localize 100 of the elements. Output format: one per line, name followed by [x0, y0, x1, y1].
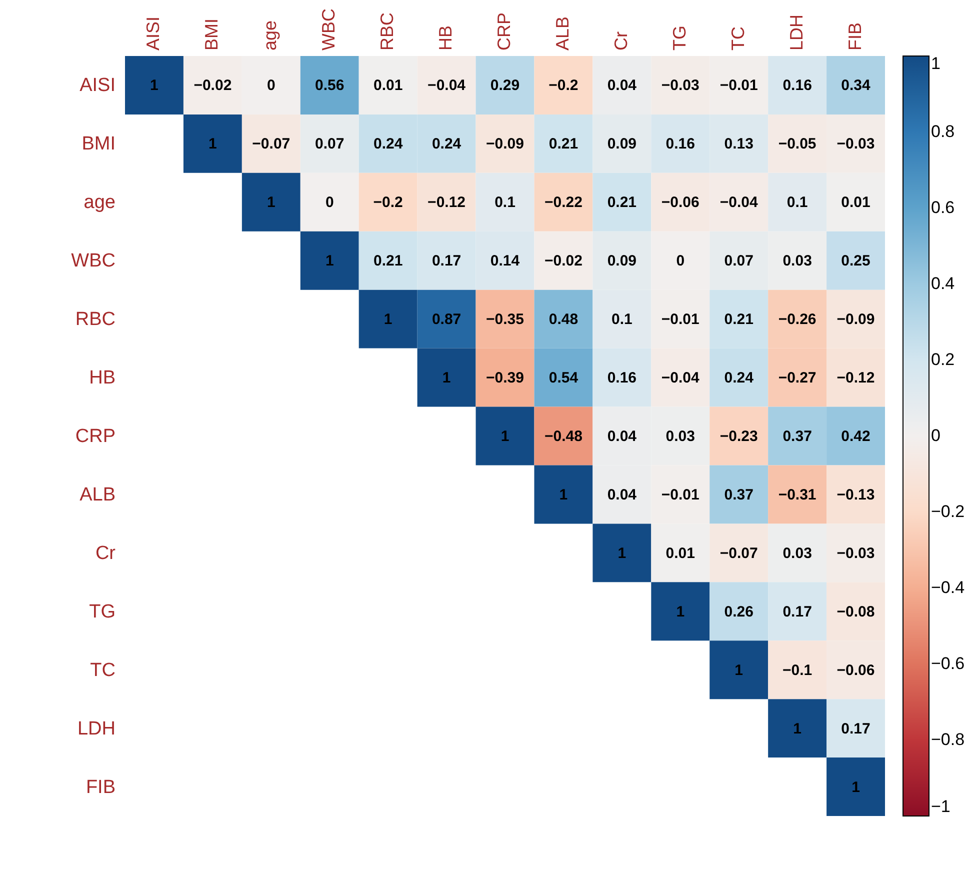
x-tick-label: ALB [552, 16, 572, 50]
data-label: 0.17 [432, 252, 462, 270]
y-tick-label: FIB [86, 776, 116, 798]
color-bar-label: −0.6 [931, 654, 965, 673]
color-bar-label: −0.4 [931, 578, 965, 597]
data-label: 0.16 [782, 77, 812, 94]
color-bar-label: −1 [931, 797, 950, 816]
data-label: −0.13 [836, 486, 875, 504]
data-label: 0.03 [666, 428, 695, 445]
data-label: 0.04 [607, 428, 638, 445]
data-label: 0.13 [724, 136, 754, 153]
data-label: −0.2 [373, 194, 403, 212]
data-label: 0 [266, 77, 276, 94]
x-tick-label: HB [436, 25, 456, 50]
data-label: 1 [384, 311, 392, 328]
data-label: −0.12 [836, 370, 875, 387]
data-label: 0.25 [841, 252, 870, 270]
data-label: −0.02 [194, 77, 232, 94]
data-label: 0.01 [373, 77, 403, 94]
data-label: 0.21 [724, 311, 754, 328]
data-label: 0.42 [841, 428, 870, 445]
data-label: 0.56 [315, 77, 344, 94]
data-label: 0.16 [666, 136, 695, 153]
data-label: 0.24 [432, 136, 462, 153]
y-tick-label: AISI [80, 75, 116, 96]
data-label: 0 [325, 194, 334, 212]
x-tick-label: TG [669, 26, 690, 50]
color-bar-label: 0.4 [931, 274, 955, 293]
data-label: 0.1 [611, 311, 632, 328]
data-label: 0.07 [315, 136, 344, 153]
data-label: −0.12 [428, 194, 466, 212]
data-label: 0.01 [666, 544, 695, 562]
data-label: −0.23 [720, 428, 758, 445]
y-tick-label: CRP [75, 426, 116, 447]
data-label: 0.07 [724, 252, 754, 270]
color-bar-label: 0 [931, 426, 940, 445]
data-label: −0.27 [778, 370, 816, 387]
data-label: 0.04 [607, 486, 638, 504]
y-tick-label: Cr [95, 542, 116, 564]
data-label: 1 [325, 252, 334, 270]
color-bar-label: 0.2 [931, 350, 955, 369]
data-label: 0.17 [841, 720, 870, 738]
x-tick-label: WBC [318, 8, 339, 50]
data-label: −0.05 [778, 136, 816, 153]
data-label: −0.08 [836, 603, 875, 620]
data-label: 0.09 [607, 136, 637, 153]
data-label: 0.21 [607, 194, 637, 212]
data-label: 0.34 [841, 77, 872, 94]
y-tick-label: HB [89, 368, 116, 389]
data-label: 0.24 [373, 136, 404, 153]
data-label: −0.03 [836, 136, 875, 153]
data-label: −0.01 [661, 486, 700, 504]
data-label: −0.1 [782, 662, 812, 679]
data-label: −0.48 [544, 428, 582, 445]
data-label: −0.22 [544, 194, 582, 212]
data-label: 0.1 [786, 194, 808, 212]
data-label: 1 [618, 544, 626, 562]
data-label: 1 [208, 136, 217, 153]
data-label: 1 [150, 77, 158, 94]
x-tick-label: CRP [494, 12, 514, 50]
data-label: 0.21 [548, 136, 578, 153]
data-label: 0.24 [724, 370, 754, 387]
y-tick-label: RBC [75, 309, 116, 330]
data-label: −0.03 [836, 544, 875, 562]
data-label: 0.01 [841, 194, 870, 212]
data-label: 0.48 [548, 311, 578, 328]
x-tick-label: LDH [786, 14, 806, 50]
data-label: 0.21 [373, 252, 403, 270]
x-tick-label: RBC [377, 12, 398, 50]
data-label: 0.16 [607, 370, 637, 387]
x-tick-label: BMI [202, 18, 222, 50]
data-label: 0.54 [548, 370, 579, 387]
data-label: 1 [676, 603, 685, 620]
data-label: −0.09 [836, 311, 875, 328]
data-label: −0.06 [661, 194, 700, 212]
data-label: 0.17 [782, 603, 812, 620]
data-label: −0.2 [548, 77, 578, 94]
data-label: 1 [734, 662, 744, 679]
data-label: 0 [676, 252, 685, 270]
data-label: 0.37 [782, 428, 812, 445]
data-label: 1 [442, 370, 451, 387]
data-label: 1 [852, 778, 860, 796]
data-label: 0.03 [782, 544, 812, 562]
y-tick-label: ALB [80, 484, 116, 506]
data-label: 0.14 [490, 252, 520, 270]
data-label: 1 [500, 428, 510, 445]
data-label: −0.04 [720, 194, 758, 212]
y-tick-label: age [84, 192, 116, 214]
data-label: −0.39 [486, 370, 524, 387]
data-label: −0.04 [661, 370, 700, 387]
data-label: −0.26 [778, 311, 816, 328]
color-bar-label: 1 [931, 54, 940, 73]
data-label: −0.07 [720, 544, 758, 562]
data-label: 0.87 [432, 311, 462, 328]
data-label: −0.07 [252, 136, 290, 153]
data-label: 1 [793, 720, 802, 738]
x-tick-label: age [260, 20, 280, 50]
x-tick-label: FIB [844, 22, 865, 50]
data-label: 1 [559, 486, 568, 504]
data-label: 0.29 [490, 77, 520, 94]
